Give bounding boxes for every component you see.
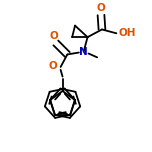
Text: N: N (79, 47, 88, 57)
Text: O: O (97, 3, 105, 13)
Text: OH: OH (118, 28, 136, 38)
Text: O: O (48, 61, 57, 71)
Text: O: O (50, 31, 58, 41)
